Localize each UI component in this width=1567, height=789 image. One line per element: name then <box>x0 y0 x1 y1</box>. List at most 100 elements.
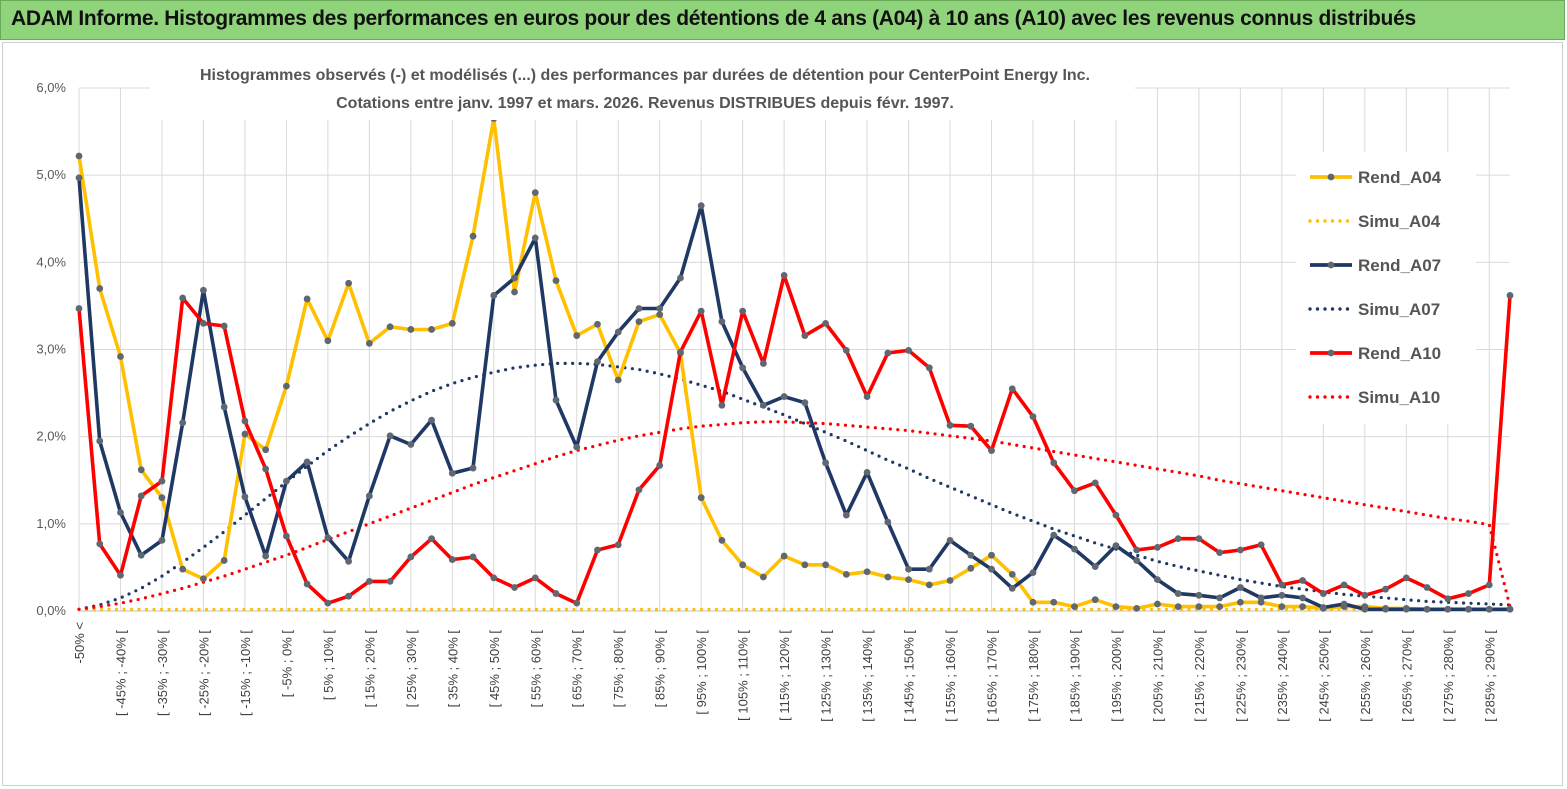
data-point-rend-a07 <box>137 551 145 559</box>
data-point-rend-a07 <box>822 459 830 467</box>
data-point-rend-a10 <box>158 477 166 485</box>
data-point-rend-a07 <box>1133 557 1141 564</box>
data-point-rend-a04 <box>594 320 601 328</box>
data-point-rend-a10 <box>117 571 124 579</box>
x-tick-label: [ 55% ; 60% [ <box>528 630 543 708</box>
x-tick-label: [ 285% ; 290% [ <box>1482 630 1497 722</box>
data-point-rend-a04 <box>1071 603 1078 611</box>
data-point-rend-a04 <box>241 430 249 438</box>
legend-marker-rend-a04 <box>1327 173 1335 181</box>
legend-label-simu-a10: Simu_A10 <box>1358 388 1440 407</box>
data-point-rend-a04 <box>884 573 892 581</box>
data-point-rend-a07 <box>1112 542 1120 550</box>
data-point-rend-a07 <box>552 396 560 404</box>
data-point-rend-a04 <box>573 332 581 339</box>
data-point-rend-a10 <box>1361 591 1369 599</box>
data-point-rend-a04 <box>1112 603 1120 611</box>
data-point-rend-a10 <box>884 349 892 357</box>
data-point-rend-a10 <box>490 574 498 582</box>
data-point-rend-a10 <box>1444 595 1452 603</box>
data-point-rend-a07 <box>573 443 581 451</box>
data-point-rend-a10 <box>697 307 705 315</box>
data-point-rend-a10 <box>241 417 249 425</box>
x-tick-label: [ 155% ; 160% [ <box>943 630 958 722</box>
data-point-rend-a07 <box>531 234 539 242</box>
x-tick-label: [ -25% ; -20% [ <box>196 630 211 716</box>
chart-title: Histogrammes observés (-) et modélisés (… <box>200 67 1090 84</box>
data-point-rend-a07 <box>407 441 415 448</box>
data-point-rend-a10 <box>428 535 435 543</box>
series-line-rend-a07 <box>77 177 1510 612</box>
data-point-rend-a10 <box>324 599 332 607</box>
data-point-rend-a10 <box>780 272 788 279</box>
data-point-rend-a07 <box>241 493 249 501</box>
x-tick-label: [ -35% ; -30% [ <box>155 630 170 716</box>
data-point-rend-a07 <box>925 565 933 573</box>
data-point-rend-a10 <box>262 465 270 473</box>
data-point-rend-a10 <box>1485 581 1493 589</box>
data-point-rend-a10 <box>75 305 83 312</box>
chart-subtitle: Cotations entre janv. 1997 et mars. 2026… <box>336 95 954 112</box>
data-point-rend-a10 <box>842 346 850 354</box>
data-point-rend-a10 <box>1071 487 1078 495</box>
data-point-rend-a07 <box>863 469 871 476</box>
data-point-rend-a10 <box>1278 581 1286 589</box>
data-point-rend-a07 <box>1216 594 1224 602</box>
data-point-rend-a10 <box>511 584 518 591</box>
data-point-rend-a04 <box>262 446 270 454</box>
data-point-rend-a07 <box>1340 600 1348 608</box>
data-point-rend-a10 <box>96 540 104 548</box>
data-point-rend-a07 <box>1050 531 1058 539</box>
data-point-rend-a10 <box>1402 574 1410 582</box>
series-line-rend-a04 <box>77 116 1510 612</box>
data-point-rend-a04 <box>822 561 830 569</box>
data-point-rend-a07 <box>759 401 767 409</box>
data-point-rend-a10 <box>614 541 622 549</box>
data-point-rend-a04 <box>75 152 83 160</box>
x-tick-label: [ 265% ; 270% [ <box>1399 630 1414 722</box>
data-point-rend-a07 <box>1361 605 1369 613</box>
data-point-rend-a10 <box>988 447 995 455</box>
data-point-rend-a07 <box>1299 594 1307 602</box>
data-point-rend-a04 <box>448 319 456 327</box>
data-point-rend-a04 <box>365 339 373 347</box>
y-tick-label: 1,0% <box>36 516 66 531</box>
y-tick-label: 3,0% <box>36 342 66 357</box>
data-point-rend-a07 <box>946 536 954 544</box>
data-point-rend-a07 <box>677 274 684 282</box>
data-point-rend-a10 <box>1299 577 1307 584</box>
data-point-rend-a07 <box>988 565 995 573</box>
y-tick-label: 0,0% <box>36 603 66 618</box>
legend-label-simu-a04: Simu_A04 <box>1358 212 1441 231</box>
data-point-rend-a04 <box>656 311 664 319</box>
data-point-rend-a07 <box>780 393 788 400</box>
legend-label-rend-a04: Rend_A04 <box>1358 168 1442 187</box>
data-point-rend-a07 <box>967 551 975 559</box>
data-point-rend-a10 <box>718 401 726 409</box>
data-point-rend-a07 <box>158 536 166 544</box>
data-point-rend-a04 <box>96 285 104 292</box>
data-point-rend-a10 <box>1465 590 1472 597</box>
data-point-rend-a10 <box>1340 581 1348 589</box>
data-point-rend-a07 <box>884 518 892 526</box>
data-point-rend-a07 <box>1423 605 1431 613</box>
x-tick-label: [ 205% ; 210% [ <box>1150 630 1165 722</box>
data-point-rend-a10 <box>282 532 290 540</box>
data-point-rend-a07 <box>262 552 270 560</box>
data-point-rend-a07 <box>428 416 435 424</box>
data-point-rend-a04 <box>759 573 767 581</box>
data-point-rend-a07 <box>656 305 664 312</box>
data-point-rend-a04 <box>282 382 290 390</box>
data-point-rend-a10 <box>905 346 912 354</box>
data-point-rend-a07 <box>1506 605 1514 613</box>
data-point-rend-a10 <box>1174 535 1182 543</box>
x-tick-label: [ 275% ; 280% [ <box>1441 630 1456 722</box>
data-point-rend-a10 <box>573 599 581 607</box>
data-point-rend-a04 <box>614 376 622 384</box>
x-tick-label: [ 245% ; 250% [ <box>1316 630 1331 722</box>
data-point-rend-a10 <box>407 553 415 561</box>
data-point-rend-a07 <box>448 469 456 477</box>
x-tick-label: [ 65% ; 70% [ <box>570 630 585 708</box>
data-point-rend-a04 <box>780 552 788 560</box>
